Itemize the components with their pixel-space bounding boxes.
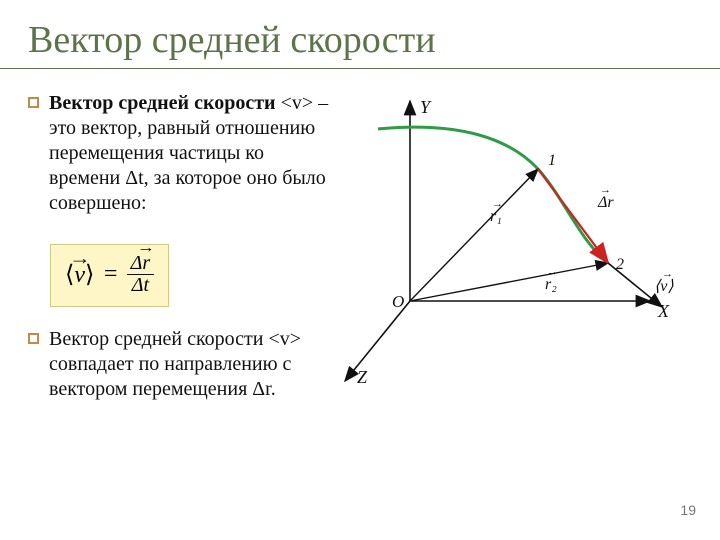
svg-text:1: 1 [548,152,556,169]
paragraph-2: Вектор средней скорости <v> совпадает по… [49,327,340,402]
svg-text:Δr: Δr [597,194,614,211]
svg-text:O: O [392,292,404,311]
formula-eq: = [102,261,118,288]
svg-text:r₁: r₁ [490,208,502,225]
page-number: 19 [680,502,696,518]
formula-lhs: ⟨v⟩ [65,260,94,289]
svg-text:⟨v⟩: ⟨v⟩ [654,278,674,295]
bullet-1: Вектор средней скорости <v> – это вектор… [28,91,340,216]
svg-text:Z: Z [357,367,368,387]
svg-text:2: 2 [616,256,624,273]
bullet-marker-icon [28,333,39,344]
page-title: Вектор средней скорости [28,18,692,62]
bullet-marker-icon [28,97,39,108]
para1-bold: Вектор средней скорости [49,92,276,114]
text-column: Вектор средней скорости <v> – это вектор… [28,91,340,420]
fraction-num: Δr [127,253,155,275]
fraction-den: Δt [128,275,153,296]
formula: ⟨v⟩ = Δr Δt [65,253,154,296]
svg-text:Y: Y [420,97,432,117]
formula-v: v [74,262,85,289]
paragraph-1: Вектор средней скорости <v> – это вектор… [49,91,340,216]
formula-box: ⟨v⟩ = Δr Δt [50,244,169,307]
svg-text:→: → [492,198,503,210]
den-delta: Δ [132,274,144,296]
num-r: r [142,253,150,274]
para2-text: Вектор средней скорости <v> совпадает по… [49,328,301,400]
content-area: Вектор средней скорости <v> – это вектор… [0,69,720,420]
svg-text:→: → [600,184,611,196]
diagram-column: XYZO12r₁→r₂→Δr→⟨v⟩→ [340,91,692,420]
vector-diagram: XYZO12r₁→r₂→Δr→⟨v⟩→ [340,91,680,391]
svg-text:→: → [662,268,673,280]
svg-text:→: → [547,266,558,278]
bullet-2: Вектор средней скорости <v> совпадает по… [28,327,340,402]
den-t: t [143,274,149,296]
title-container: Вектор средней скорости [0,0,720,69]
formula-fraction: Δr Δt [127,253,155,296]
svg-text:r₂: r₂ [545,276,557,293]
